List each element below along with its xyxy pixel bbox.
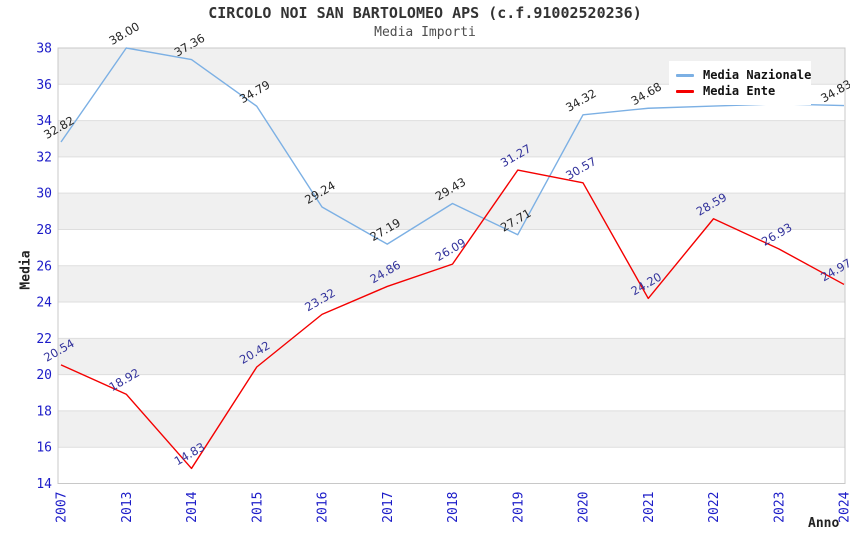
y-tick-label: 28: [36, 223, 52, 238]
x-tick-label: 2024: [838, 491, 850, 522]
grid-band: [58, 410, 845, 448]
y-tick-label: 30: [36, 187, 52, 202]
legend-label-nazionale: Media Nazionale: [703, 68, 812, 82]
y-tick-label: 36: [36, 78, 52, 93]
x-tick-label: 2013: [120, 492, 135, 523]
y-tick-label: 32: [36, 150, 52, 165]
point-label: 38.00: [106, 19, 142, 48]
grid-band: [58, 120, 845, 157]
y-axis-title-text: Media: [18, 250, 34, 290]
legend-label-ente: Media Ente: [703, 84, 776, 98]
y-tick-label: 18: [36, 404, 52, 419]
legend-item-media-nazionale: Media Nazionale: [676, 68, 811, 82]
y-tick-label: 24: [36, 296, 52, 311]
y-tick-label: 22: [36, 332, 52, 347]
y-tick-label: 14: [36, 477, 52, 492]
x-tick-label: 2016: [316, 492, 331, 523]
series-line-media-ente: [60, 169, 845, 470]
x-tick-label: 2021: [642, 492, 657, 523]
x-tick-label: 2019: [511, 492, 526, 523]
legend-item-media-ente: Media Ente: [676, 84, 811, 98]
y-tick-label: 20: [36, 368, 52, 383]
point-label: 30.57: [563, 154, 599, 183]
y-tick-label: 38: [36, 42, 52, 57]
chart-title: CIRCOLO NOI SAN BARTOLOMEO APS (c.f.9100…: [208, 4, 642, 22]
y-tick-label: 26: [36, 259, 52, 274]
x-tick-label: 2015: [250, 492, 265, 523]
grid-band: [58, 265, 845, 303]
x-axis-title: Anno: [808, 516, 840, 531]
x-tick-label: 2017: [381, 492, 396, 523]
y-tick-label: 16: [36, 441, 52, 456]
point-label: 26.09: [433, 235, 469, 264]
line-swatch-ente-icon: [676, 89, 694, 93]
x-tick-label: 2020: [577, 492, 592, 523]
x-tick-label: 2022: [707, 492, 722, 523]
grid-band: [58, 338, 845, 375]
x-tick-label: 2007: [55, 492, 70, 523]
y-tick-label: 34: [36, 114, 52, 129]
grid-band: [58, 193, 845, 230]
x-tick-label: 2014: [185, 491, 200, 522]
x-tick-label: 2023: [772, 492, 787, 523]
point-label: 34.32: [563, 86, 599, 115]
x-tick-label: 2018: [446, 492, 461, 523]
series-line-media-nazionale: [60, 47, 845, 245]
plot-border: [57, 47, 846, 484]
line-swatch-nazionale-icon: [676, 73, 694, 77]
chart-subtitle: Media Importi: [374, 25, 476, 40]
legend: Media Nazionale Media Ente: [669, 61, 811, 105]
